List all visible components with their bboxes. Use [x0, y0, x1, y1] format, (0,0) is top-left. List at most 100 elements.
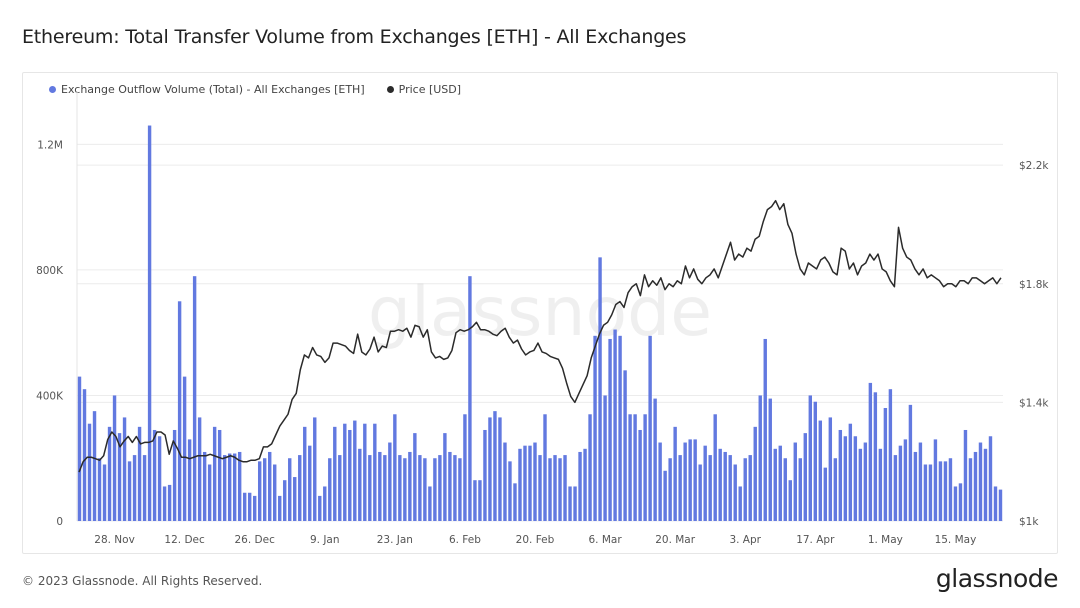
volume-bar [303, 426, 307, 521]
volume-bar [192, 276, 197, 521]
volume-bar [873, 392, 878, 521]
volume-bar [893, 455, 898, 521]
glassnode-logo[interactable]: glassnode [935, 564, 1059, 593]
volume-bar [948, 458, 953, 521]
volume-bar [388, 442, 392, 521]
volume-bar [92, 411, 97, 521]
volume-bar [458, 458, 462, 521]
volume-bar [237, 451, 242, 521]
volume-bar [273, 464, 277, 521]
volume-bar [803, 433, 807, 521]
volume-bar [588, 414, 592, 521]
volume-bar [688, 439, 692, 521]
volume-bar [833, 458, 838, 521]
volume-bar [523, 445, 527, 521]
volume-bar [117, 433, 122, 521]
volume-bar [853, 436, 858, 521]
volume-bar [623, 370, 627, 521]
volume-bar [343, 423, 347, 521]
legend-item-price[interactable]: Price [USD] [386, 83, 461, 96]
volume-bar [137, 426, 142, 521]
volume-bar [788, 480, 792, 521]
right-tick-label: $1k [1019, 516, 1039, 528]
volume-bar [563, 455, 567, 521]
volume-bar [968, 458, 973, 521]
volume-bar [598, 257, 602, 521]
chart-plot: glassnode 0 400K 800K 1.2M $1k $1.4k $1.8k $2.2k… [36, 91, 1049, 546]
volume-bar [888, 389, 893, 521]
watermark-text: glassnode [368, 273, 712, 352]
x-tick-label: 20. Mar [655, 534, 696, 546]
volume-bar [473, 480, 477, 521]
volume-bar [513, 483, 517, 521]
volume-bar [268, 451, 272, 521]
volume-bar [658, 442, 662, 521]
volume-bar [167, 484, 172, 521]
volume-bar [913, 451, 918, 521]
volume-bar [453, 455, 457, 521]
chart-title: Ethereum: Total Transfer Volume from Exc… [22, 26, 687, 48]
volume-bar [578, 451, 582, 521]
x-tick-label: 1. May [868, 534, 903, 546]
volume-bar [978, 442, 983, 521]
volume-bar [132, 455, 137, 521]
volume-bar [798, 458, 802, 521]
volume-bar [152, 429, 157, 521]
left-tick-label: 400K [36, 390, 64, 402]
x-tick-label: 6. Mar [588, 534, 622, 546]
right-tick-label: $1.8k [1019, 279, 1049, 291]
volume-bar [693, 439, 697, 521]
volume-bar [257, 461, 262, 521]
volume-bar [483, 429, 487, 521]
volume-bar [933, 439, 938, 521]
legend-item-volume[interactable]: Exchange Outflow Volume (Total) - All Ex… [49, 83, 365, 96]
x-tick-label: 15. May [935, 534, 977, 546]
volume-bar [107, 426, 112, 521]
volume-bar [493, 411, 497, 521]
volume-bar [247, 492, 252, 521]
volume-bar [618, 335, 622, 521]
legend-price-dot-icon [386, 86, 394, 93]
volume-bar [608, 338, 612, 521]
volume-bar [908, 404, 913, 521]
volume-bar [553, 455, 557, 521]
volume-bar [222, 455, 227, 521]
volume-bar [843, 436, 848, 521]
volume-bar [318, 495, 322, 521]
volume-bar [738, 486, 742, 521]
volume-bar [548, 458, 552, 521]
volume-bar [818, 420, 823, 521]
volume-bar [408, 451, 412, 521]
volume-bar [403, 458, 407, 521]
volume-bar [763, 338, 767, 521]
volume-bar [102, 464, 107, 521]
volume-bar [448, 451, 452, 521]
volume-bar [628, 414, 632, 521]
volume-bar [187, 439, 192, 521]
volume-bar [423, 458, 427, 521]
volume-bar [583, 448, 587, 521]
volume-bar [398, 455, 402, 521]
volume-bar [127, 461, 132, 521]
volume-bar [227, 453, 232, 521]
volume-bar [538, 455, 542, 521]
volume-bar [112, 395, 117, 521]
volume-bar [683, 442, 687, 521]
volume-bar [643, 414, 647, 521]
volume-bar [903, 439, 908, 521]
volume-bar [328, 458, 332, 521]
volume-bar [293, 477, 297, 521]
volume-bar [82, 389, 87, 521]
volume-bar [252, 495, 257, 521]
volume-bar [663, 470, 667, 521]
legend: Exchange Outflow Volume (Total) - All Ex… [49, 83, 461, 96]
chart-panel: Exchange Outflow Volume (Total) - All Ex… [22, 72, 1058, 554]
volume-bar [77, 376, 82, 521]
volume-bar [498, 417, 502, 521]
legend-volume-dot-icon [49, 86, 56, 93]
volume-bar [558, 458, 562, 521]
volume-bar [918, 442, 923, 521]
volume-bar [278, 495, 282, 521]
volume-bar [998, 489, 1003, 521]
volume-bar [162, 486, 167, 521]
